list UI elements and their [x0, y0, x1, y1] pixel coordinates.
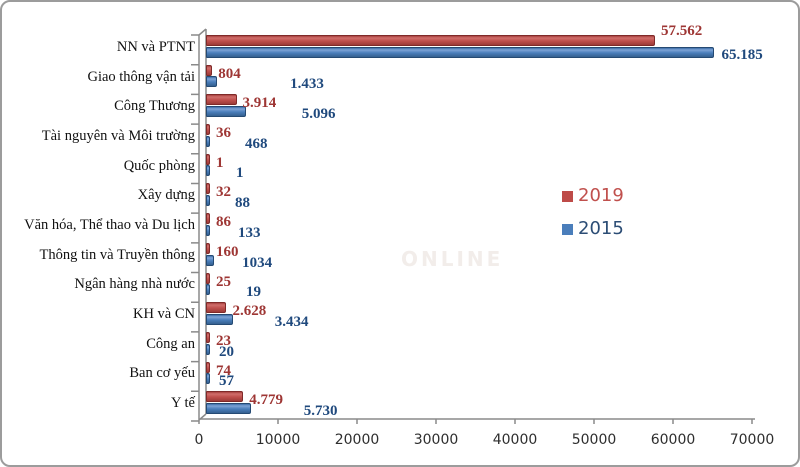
- data-label-2019: 74: [216, 362, 231, 379]
- bar-2019: [206, 124, 210, 136]
- bar-2019: [206, 272, 210, 284]
- bar-2015: [206, 76, 218, 88]
- data-label-2015: 65.185: [721, 46, 763, 63]
- bar-2015: [206, 224, 210, 236]
- bar-2015: [206, 254, 215, 266]
- data-label-2019: 3.914: [242, 95, 277, 112]
- category-label: Ban cơ yếu: [129, 365, 195, 382]
- category-label: Tài nguyên và Môi trường: [41, 127, 195, 144]
- data-label-2015: 5.730: [303, 402, 338, 419]
- x-axis-tick-label: 30000: [413, 432, 459, 448]
- category-label: Thông tin và Truyền thông: [39, 246, 195, 263]
- legend-item-2019: 2019: [562, 186, 624, 206]
- legend-swatch-2019: [562, 190, 573, 202]
- data-label-2019: 2.628: [232, 303, 267, 320]
- data-label-2015: 1: [236, 165, 244, 182]
- data-label-2015: 57: [219, 373, 234, 390]
- data-label-2015: 468: [245, 135, 268, 152]
- bar-2019: [206, 391, 244, 403]
- legend-swatch-2015: [562, 223, 573, 235]
- data-label-2015: 1.433: [290, 76, 324, 93]
- x-axis-tick-label: 20000: [334, 432, 380, 448]
- category-label: Văn hóa, Thể thao và Du lịch: [24, 216, 195, 233]
- bar-2019: [206, 35, 655, 46]
- bar-2019: [206, 64, 213, 76]
- data-label-2015: 3.434: [274, 313, 309, 330]
- data-label-2019: 86: [216, 214, 231, 231]
- bar-2015: [206, 313, 233, 325]
- bar-2015: [206, 106, 246, 118]
- bar-2019: [206, 183, 210, 195]
- x-axis-tick-label: 50000: [571, 432, 617, 448]
- category-label: KH và CN: [132, 306, 195, 323]
- x-axis-tick-label: 40000: [492, 432, 538, 448]
- data-label-2019: 57.562: [660, 22, 703, 39]
- bar-2015: [206, 165, 210, 177]
- category-label: Xây dựng: [137, 187, 195, 204]
- category-label: Ngân hàng nhà nước: [74, 276, 195, 293]
- bar-2019: [206, 331, 210, 343]
- data-label-2015: 133: [238, 224, 261, 241]
- bar-2019: [206, 242, 210, 254]
- category-label: Y tế: [170, 395, 195, 412]
- bar-2015: [206, 195, 210, 207]
- bar-2015: [206, 135, 210, 147]
- data-label-2015: 20: [219, 343, 234, 360]
- data-label-2019: 1: [216, 154, 224, 171]
- bar-2015: [206, 46, 715, 58]
- x-axis-tick-label: 70000: [729, 432, 775, 448]
- data-label-2015: 5.096: [301, 106, 336, 123]
- bar-2015: [206, 373, 210, 385]
- bar-2015: [206, 284, 210, 296]
- bar-2019: [206, 302, 227, 314]
- data-label-2019: 804: [218, 65, 241, 82]
- x-axis-tick-label: 10000: [255, 432, 301, 448]
- data-label-2015: 1034: [242, 254, 273, 271]
- data-label-2019: 36: [216, 125, 231, 142]
- data-label-2019: 32: [216, 184, 231, 201]
- bar-2015: [206, 402, 251, 414]
- legend-label-2015: 2015: [578, 218, 624, 239]
- legend: 2019 2015: [562, 186, 624, 252]
- category-label: Công Thương: [114, 98, 195, 115]
- data-label-2019: 4.779: [249, 392, 284, 409]
- data-label-2015: 88: [235, 195, 250, 212]
- x-axis-tick-label: 60000: [650, 432, 696, 448]
- data-label-2015: 19: [246, 284, 261, 301]
- category-label: NN và PTNT: [116, 38, 195, 55]
- legend-label-2019: 2019: [578, 185, 624, 206]
- bar-2019: [206, 213, 210, 225]
- x-axis-tick-label: 0: [194, 432, 204, 448]
- bar-2019: [206, 153, 210, 165]
- data-label-2019: 23: [216, 332, 231, 349]
- category-label: Quốc phòng: [123, 157, 195, 174]
- data-label-2019: 25: [216, 273, 231, 290]
- bar-2015: [206, 343, 210, 355]
- bar-2019: [206, 94, 237, 106]
- legend-item-2015: 2015: [562, 219, 624, 239]
- bar-2019: [206, 361, 210, 373]
- watermark: ONLINE: [401, 247, 504, 271]
- category-label: Công an: [146, 335, 195, 352]
- category-label: Giao thông vận tải: [87, 68, 195, 85]
- data-label-2019: 160: [216, 243, 239, 260]
